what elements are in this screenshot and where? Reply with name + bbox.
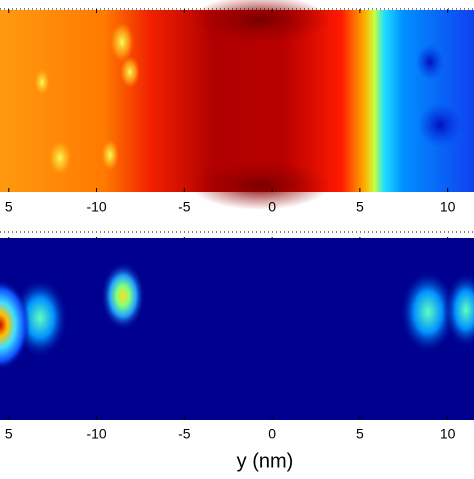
x-tick-label: -5 [178,426,191,442]
x-tick-label: -10 [86,199,106,215]
x-tick-label: 5 [5,199,13,215]
top-panel [0,0,474,210]
x-tick-label: 0 [268,199,276,215]
x-tick-label: 5 [356,426,364,442]
x-axis-label: y (nm) [237,450,294,472]
x-tick-label: 10 [440,199,456,215]
x-tick-label: 10 [440,426,456,442]
x-tick-label: -5 [178,199,191,215]
bottom-panel [0,231,474,420]
x-tick-label: 0 [268,426,276,442]
x-tick-label: -10 [86,426,106,442]
x-tick-label: 5 [5,426,13,442]
x-tick-label: 5 [356,199,364,215]
